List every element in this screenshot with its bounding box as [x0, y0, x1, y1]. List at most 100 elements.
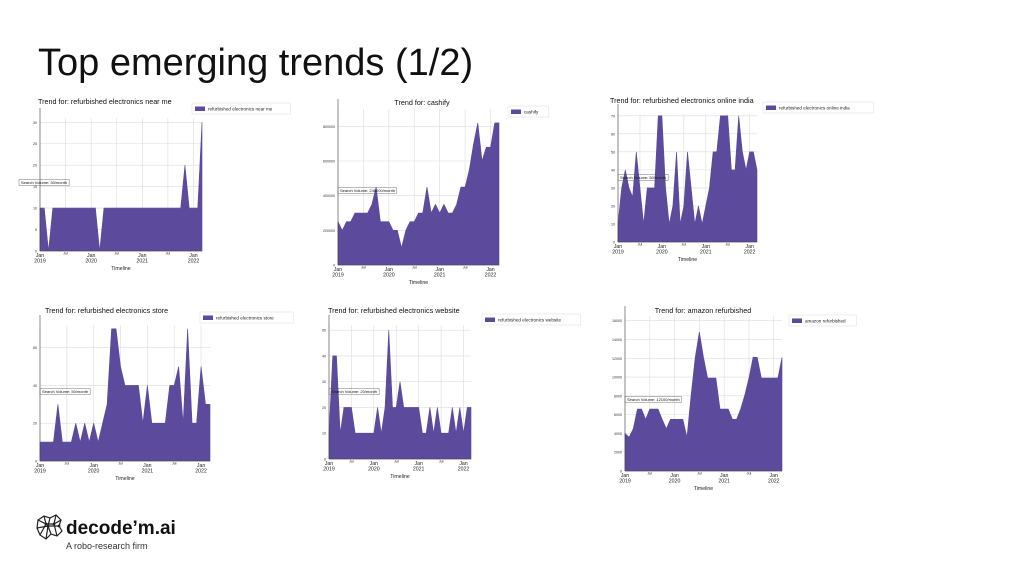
- x-axis-label: Timeline: [115, 476, 135, 482]
- annotation-box: [18, 179, 70, 186]
- legend-box: [199, 311, 294, 324]
- x-tick-label: Jan 2022: [768, 473, 780, 485]
- chart-title: Trend for: refurbished electronics onlin…: [610, 96, 754, 105]
- y-tick-label: 2000: [614, 451, 622, 455]
- y-tick-label: 60: [611, 132, 615, 136]
- chart-cashify: Trend for: cashify 200000 400000 600000 8000…: [310, 92, 560, 292]
- annotation-box: [39, 388, 91, 395]
- y-tick-label: 20: [611, 204, 615, 208]
- legend-label: cashify: [524, 110, 539, 115]
- y-tick-label: 30: [611, 186, 615, 190]
- annotation-box: [617, 174, 669, 181]
- x-tick-label: Jul: [638, 243, 643, 247]
- legend-box: [507, 105, 550, 118]
- x-tick-label: Jan 2022: [744, 244, 756, 256]
- y-tick-label: 40: [322, 354, 326, 358]
- y-tick-label: 14000: [612, 338, 622, 342]
- x-tick-label: Jan 2020: [368, 461, 380, 473]
- y-tick-label: 0: [324, 458, 326, 462]
- legend-swatch: [203, 315, 213, 320]
- search-volume-annotation: Search Volume: 30/month: [21, 180, 67, 185]
- chart-online-india: Trend for: refurbished electronics onlin…: [598, 92, 878, 264]
- series-area: [39, 328, 211, 462]
- search-volume-annotation: Search Volume: 246000/month: [340, 188, 395, 193]
- series-area: [617, 115, 758, 243]
- x-tick-label: Jul: [412, 266, 417, 270]
- x-tick-label: Jan 2022: [458, 461, 470, 473]
- y-tick-label: 20: [33, 164, 37, 168]
- series-area: [328, 330, 472, 460]
- x-tick-label: Jul: [63, 252, 68, 256]
- y-tick-label: 16000: [612, 319, 622, 323]
- x-tick-label: Jan 2021: [718, 473, 730, 485]
- x-tick-label: Jul: [172, 462, 177, 466]
- chart-website: Trend for: refurbished electronics websi…: [308, 303, 581, 485]
- y-tick-label: 4000: [614, 432, 622, 436]
- chart-title: Trend for: amazon refurbished: [655, 306, 751, 315]
- y-tick-label: 10: [33, 207, 37, 211]
- annotation-box: [328, 388, 380, 395]
- x-tick-label: Jul: [647, 472, 652, 476]
- search-volume-annotation: Search Volume: 12100/month: [627, 397, 680, 402]
- chart-near-me: Trend for: refurbished electronics near …: [18, 92, 308, 272]
- legend-label: refurbished electronics store: [216, 316, 274, 321]
- x-tick-label: Jan 2022: [188, 253, 200, 265]
- x-tick-label: Jul: [747, 472, 752, 476]
- chart-title: Trend for: refurbished electronics store: [45, 306, 168, 315]
- y-tick-label: 8000: [614, 394, 622, 398]
- chart-amazon: Trend for: amazon refurbished 2000 4000 600…: [603, 303, 873, 498]
- x-tick-label: Jul: [725, 243, 730, 247]
- y-tick-label: 800000: [323, 125, 335, 129]
- y-tick-label: 200000: [323, 229, 335, 233]
- legend-swatch: [511, 109, 521, 114]
- search-volume-annotation: Search Volume: 20/month: [331, 389, 377, 394]
- y-tick-label: 6000: [614, 413, 622, 417]
- y-tick-label: 5: [35, 228, 37, 232]
- x-tick-label: Jul: [394, 460, 399, 464]
- legend-swatch: [195, 106, 205, 111]
- y-tick-label: 10: [322, 432, 326, 436]
- logo-tagline: A robo-research firm: [66, 541, 148, 551]
- y-tick-label: 20: [322, 406, 326, 410]
- x-tick-label: Jan 2020: [88, 463, 100, 475]
- y-tick-label: 0: [333, 264, 335, 268]
- legend-swatch: [792, 318, 802, 323]
- y-tick-label: 50: [611, 150, 615, 154]
- x-tick-label: Jan 2019: [619, 473, 631, 485]
- series-area: [624, 331, 783, 472]
- x-tick-label: Jul: [166, 252, 171, 256]
- x-tick-label: Jan 2020: [656, 244, 668, 256]
- x-tick-label: Jan 2020: [383, 267, 395, 279]
- y-tick-label: 400000: [323, 194, 335, 198]
- y-tick-label: 40: [33, 384, 37, 388]
- y-tick-label: 0: [613, 241, 615, 245]
- x-tick-label: Jan 2020: [85, 253, 97, 265]
- legend-label: refurbished electronics online india: [779, 106, 850, 111]
- y-tick-label: 70: [611, 114, 615, 118]
- legend-swatch: [485, 317, 495, 322]
- y-tick-label: 50: [322, 329, 326, 333]
- x-tick-label: Jan 2021: [700, 244, 712, 256]
- y-tick-label: 600000: [323, 160, 335, 164]
- chart-title: Trend for: cashify: [394, 98, 450, 107]
- x-tick-label: Jan 2019: [34, 463, 46, 475]
- legend-label: refurbished electronics website: [498, 318, 562, 323]
- annotation-box: [337, 187, 397, 194]
- search-volume-annotation: Search Volume: 50/month: [42, 389, 88, 394]
- x-tick-label: Jul: [463, 266, 468, 270]
- chart-store: Trend for: refurbished electronics store…: [20, 303, 300, 485]
- y-tick-label: 15: [33, 185, 37, 189]
- x-axis-label: Timeline: [409, 280, 429, 286]
- series-area: [337, 122, 500, 266]
- x-axis-label: Timeline: [390, 474, 410, 480]
- logo-name: decode’m.ai: [66, 518, 176, 539]
- x-tick-label: Jan 2019: [323, 461, 335, 473]
- y-tick-label: 60: [33, 346, 37, 350]
- x-tick-label: Jul: [114, 252, 119, 256]
- y-tick-label: 30: [322, 380, 326, 384]
- x-tick-label: Jul: [118, 462, 123, 466]
- slide-title: Top emerging trends (1/2): [38, 42, 474, 84]
- series-area: [39, 122, 203, 252]
- x-axis-label: Timeline: [678, 257, 698, 263]
- legend-label: amazon refurbished: [805, 319, 846, 324]
